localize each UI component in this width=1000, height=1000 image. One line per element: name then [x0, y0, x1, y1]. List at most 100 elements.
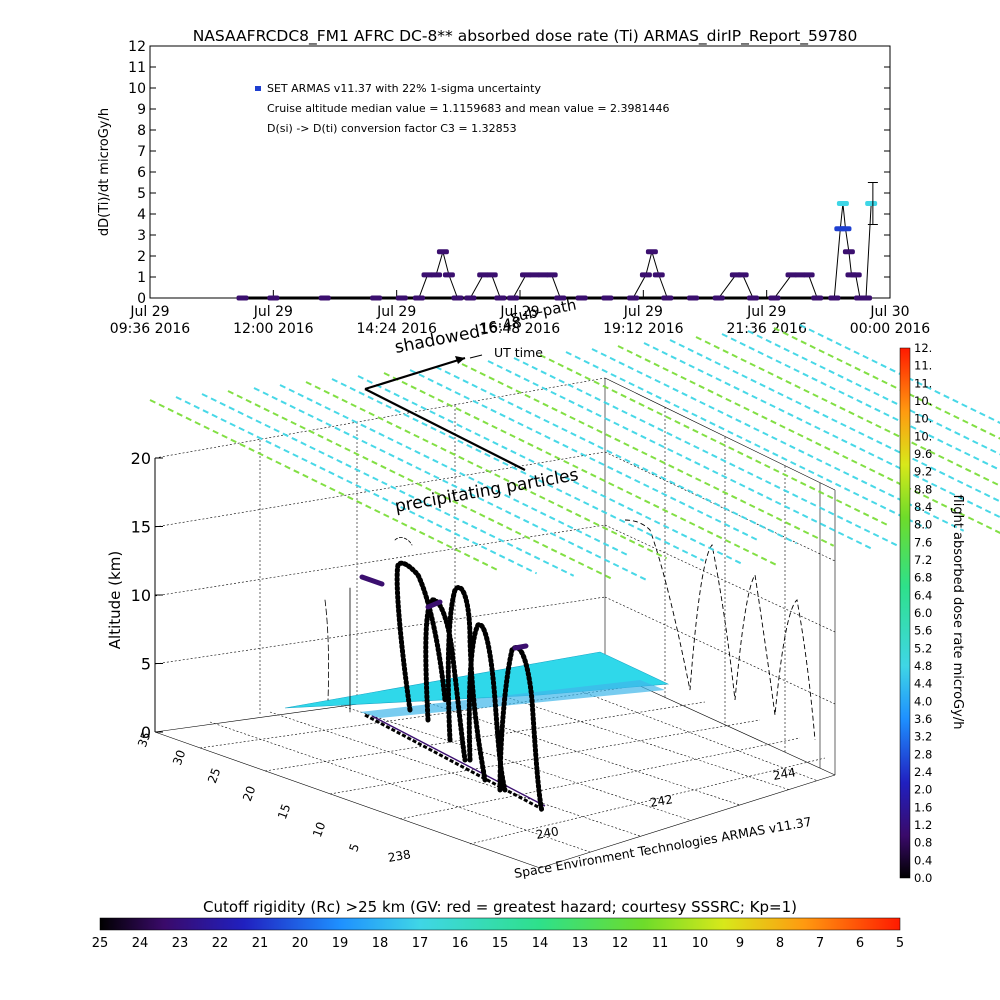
rigidity-colorbar-tick-label: 20 — [292, 936, 309, 951]
data-point — [395, 295, 408, 301]
flux-line — [435, 366, 798, 545]
rigidity-colorbar-tick-label: 25 — [92, 936, 109, 951]
flux-line — [201, 393, 575, 577]
longitude-tick-label: 240 — [535, 824, 560, 842]
dose-colorbar-tick-label: 7.2 — [914, 553, 932, 567]
altitude-tick-label: 10 — [131, 586, 151, 605]
data-point — [601, 295, 614, 301]
flux-line — [461, 363, 835, 547]
y-tick-label: 6 — [137, 165, 146, 181]
longitude-tick-label: 238 — [387, 847, 412, 865]
y-tick-label: 0 — [137, 291, 146, 307]
dose-colorbar-tick-label: 1.6 — [914, 800, 932, 814]
dose-colorbar-tick-label: 9.6 — [914, 447, 932, 461]
altitude-tick-label: 0 — [141, 723, 151, 742]
latitude-tick-label: 25 — [205, 766, 223, 785]
dose-colorbar-tick-label: 5.6 — [914, 624, 932, 638]
x-tick-label-date: Jul 30 — [869, 304, 909, 320]
legend-marker — [255, 86, 261, 91]
data-point — [442, 272, 455, 278]
rigidity-colorbar-tick-label: 22 — [212, 936, 229, 951]
y-tick-label: 1 — [137, 270, 146, 286]
data-point — [802, 272, 815, 278]
rigidity-ground-plane — [284, 651, 670, 709]
flux-line — [799, 324, 1000, 424]
x-tick-label-time: 09:36 2016 — [110, 321, 191, 337]
dose-colorbar-tick-label: 11. — [914, 359, 932, 373]
dose-colorbar-tick-label: 3.2 — [914, 730, 932, 744]
data-point — [451, 295, 464, 301]
dose-colorbar-tick-label: 8.4 — [914, 500, 932, 514]
timeseries-zero-trace — [242, 203, 872, 300]
dose-colorbar-tick-label: 0.4 — [914, 853, 932, 867]
rigidity-colorbar-tick-label: 5 — [896, 936, 904, 951]
longitude-tick-label: 242 — [649, 792, 674, 810]
latitude-tick-label: 30 — [170, 748, 188, 767]
flux-line — [643, 342, 1000, 519]
data-point — [267, 295, 280, 301]
flux-line — [227, 390, 612, 580]
latitude-tick-label: 10 — [310, 820, 328, 839]
dose-colorbar-tick-label: 11. — [914, 376, 932, 390]
rigidity-colorbar-tick-label: 9 — [736, 936, 744, 951]
data-point — [687, 295, 700, 301]
flux-line — [149, 399, 501, 572]
data-point — [464, 295, 477, 301]
x-tick-label-time: 12:00 2016 — [233, 321, 314, 337]
data-point — [860, 295, 873, 301]
rigidity-colorbar-label: Cutoff rigidity (Rc) >25 km (GV: red = g… — [203, 898, 797, 916]
flux-line — [383, 372, 779, 567]
dose-colorbar-tick-label: 2.0 — [914, 783, 932, 797]
data-point — [768, 295, 781, 301]
data-point — [645, 249, 658, 255]
data-point — [485, 272, 498, 278]
flux-line — [539, 354, 891, 527]
data-point — [554, 295, 567, 301]
data-point — [412, 295, 425, 301]
y-tick-label: 4 — [137, 207, 146, 223]
dose-colorbar-tick-label: 0.0 — [914, 871, 932, 885]
panel-caption: Space Environment Technologies ARMAS v11… — [513, 814, 813, 881]
flux-line — [565, 351, 928, 530]
dose-colorbar-tick-label: 0.8 — [914, 836, 932, 850]
longitude-tick-label: 244 — [772, 765, 797, 783]
x-tick-label-time: 14:24 2016 — [356, 321, 437, 337]
timeseries-trace-line — [242, 203, 872, 299]
dose-colorbar-tick-label: 3.6 — [914, 712, 932, 726]
x-tick-label-date: Jul 29 — [623, 304, 663, 320]
timeseries-legend: SET ARMAS v11.37 with 22% 1-sigma uncert… — [255, 82, 670, 135]
data-point — [661, 295, 674, 301]
rigidity-colorbar-tick-label: 14 — [532, 936, 549, 951]
rigidity-colorbar-tick-label: 18 — [372, 936, 389, 951]
flux-line — [747, 330, 1000, 456]
flight-3d-panel: 0 5 10 15 20 Altitude (km) 5 10 15 20 25 30 35 238… — [106, 296, 1000, 881]
data-point — [736, 272, 749, 278]
dose-colorbar-tick-label: 10. — [914, 412, 932, 426]
flux-line — [305, 381, 668, 560]
flight-altitude-profile — [324, 537, 545, 815]
data-point — [849, 272, 862, 278]
x-tick-label-time: 19:12 2016 — [603, 321, 684, 337]
data-point — [652, 272, 665, 278]
x-tick-label-date: Jul 29 — [376, 304, 416, 320]
x-tick-label-time: 21:36 2016 — [726, 321, 807, 337]
legend-line-1: SET ARMAS v11.37 with 22% 1-sigma uncert… — [267, 82, 541, 95]
rigidity-colorbar-tick-label: 7 — [816, 936, 824, 951]
rigidity-colorbar-tick-label: 13 — [572, 936, 589, 951]
dose-colorbar-gradient — [899, 347, 911, 879]
legend-line-3: D(si) -> D(ti) conversion factor C3 = 1.… — [267, 122, 517, 135]
rigidity-colorbar-tick-label: 23 — [172, 936, 189, 951]
dose-colorbar-tick-label: 5.2 — [914, 641, 932, 655]
ground-track — [364, 354, 546, 810]
y-tick-label: 7 — [137, 144, 146, 160]
dose-colorbar-tick-label: 4.8 — [914, 659, 932, 673]
x-tick-label-date: Jul 29 — [499, 304, 539, 320]
y-tick-label: 5 — [137, 186, 146, 202]
rigidity-colorbar: Cutoff rigidity (Rc) >25 km (GV: red = g… — [92, 898, 904, 951]
rigidity-colorbar-tick-label: 15 — [492, 936, 509, 951]
rigidity-colorbar-tick-label: 16 — [452, 936, 469, 951]
particle-flux-lines — [149, 324, 1000, 582]
dose-colorbar-tick-label: 8.0 — [914, 518, 932, 532]
timeseries-error-bar — [867, 182, 878, 225]
